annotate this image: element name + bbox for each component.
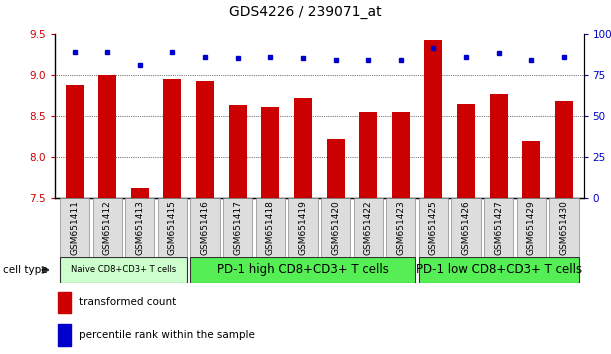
- Bar: [457, 104, 475, 198]
- FancyBboxPatch shape: [125, 198, 155, 257]
- Bar: [262, 107, 279, 198]
- Bar: [392, 112, 410, 198]
- FancyBboxPatch shape: [223, 198, 252, 257]
- Text: GSM651429: GSM651429: [527, 200, 536, 255]
- Bar: [98, 75, 116, 198]
- Text: GDS4226 / 239071_at: GDS4226 / 239071_at: [229, 5, 382, 19]
- Text: GSM651427: GSM651427: [494, 200, 503, 255]
- Bar: [164, 79, 181, 198]
- FancyBboxPatch shape: [549, 198, 579, 257]
- FancyBboxPatch shape: [92, 198, 122, 257]
- FancyBboxPatch shape: [452, 198, 481, 257]
- Text: GSM651426: GSM651426: [461, 200, 470, 255]
- FancyBboxPatch shape: [321, 198, 350, 257]
- Text: GSM651423: GSM651423: [397, 200, 405, 255]
- Text: GSM651417: GSM651417: [233, 200, 242, 255]
- FancyBboxPatch shape: [419, 257, 579, 282]
- Bar: [57, 324, 71, 346]
- Bar: [522, 141, 540, 198]
- Bar: [327, 139, 345, 198]
- Bar: [131, 188, 149, 198]
- Text: GSM651422: GSM651422: [364, 200, 373, 255]
- Bar: [65, 85, 84, 198]
- Text: Naive CD8+CD3+ T cells: Naive CD8+CD3+ T cells: [71, 266, 176, 274]
- Bar: [196, 81, 214, 198]
- Bar: [425, 40, 442, 198]
- FancyBboxPatch shape: [255, 198, 285, 257]
- FancyBboxPatch shape: [517, 198, 546, 257]
- Bar: [489, 94, 508, 198]
- Text: GSM651412: GSM651412: [103, 200, 112, 255]
- Text: GSM651411: GSM651411: [70, 200, 79, 255]
- FancyBboxPatch shape: [60, 198, 89, 257]
- Text: transformed count: transformed count: [79, 297, 176, 308]
- FancyBboxPatch shape: [386, 198, 415, 257]
- Text: GSM651419: GSM651419: [298, 200, 307, 255]
- Text: GSM651413: GSM651413: [135, 200, 144, 255]
- Bar: [294, 98, 312, 198]
- FancyBboxPatch shape: [288, 198, 318, 257]
- FancyBboxPatch shape: [354, 198, 383, 257]
- FancyBboxPatch shape: [158, 198, 187, 257]
- Text: PD-1 high CD8+CD3+ T cells: PD-1 high CD8+CD3+ T cells: [217, 263, 389, 276]
- Text: percentile rank within the sample: percentile rank within the sample: [79, 330, 255, 340]
- Bar: [229, 105, 247, 198]
- Bar: [555, 101, 573, 198]
- Text: GSM651425: GSM651425: [429, 200, 438, 255]
- Text: GSM651418: GSM651418: [266, 200, 275, 255]
- Bar: [359, 112, 377, 198]
- FancyBboxPatch shape: [191, 198, 220, 257]
- Text: GSM651420: GSM651420: [331, 200, 340, 255]
- Bar: [57, 292, 71, 313]
- Text: GSM651415: GSM651415: [168, 200, 177, 255]
- Text: PD-1 low CD8+CD3+ T cells: PD-1 low CD8+CD3+ T cells: [415, 263, 582, 276]
- Text: cell type: cell type: [3, 265, 48, 275]
- FancyBboxPatch shape: [191, 257, 415, 282]
- Text: GSM651416: GSM651416: [200, 200, 210, 255]
- FancyBboxPatch shape: [60, 257, 187, 282]
- Text: GSM651430: GSM651430: [560, 200, 568, 255]
- FancyBboxPatch shape: [419, 198, 448, 257]
- FancyBboxPatch shape: [484, 198, 513, 257]
